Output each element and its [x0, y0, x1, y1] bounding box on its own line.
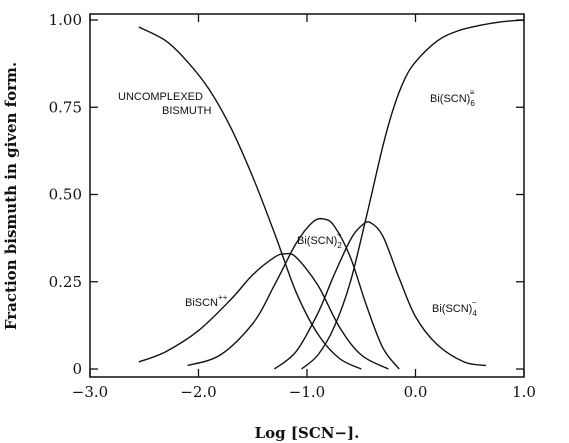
y-tick-label: 0.50: [49, 186, 82, 204]
label-biscn-sup: ++: [218, 293, 228, 302]
plot-frame: [89, 13, 525, 378]
y-tick-label: 0.75: [49, 98, 82, 116]
curve-biscn: [138, 252, 389, 370]
y-tick-label: 1.00: [49, 11, 82, 29]
x-tick-label: −1.0: [289, 383, 325, 401]
x-tick-label: −2.0: [180, 383, 216, 401]
x-axis-title: Log [SCN−].: [255, 424, 360, 442]
curve-biscn2: [187, 217, 400, 370]
x-tick-label: 0.0: [404, 383, 428, 401]
x-tick-labels: −3.0 −2.0 −1.0 0.0 1.0: [72, 383, 536, 401]
y-axis-title: Fraction bismuth in given form.: [2, 62, 20, 330]
curves: [138, 19, 525, 370]
label-biscn6: Bi(SCN)6 ≡: [430, 88, 475, 108]
curve-uncomplexed-bismuth: [138, 26, 362, 370]
label-biscn4-sub: 4: [472, 309, 477, 318]
curve-biscn4: [273, 221, 487, 370]
label-biscn6-main: Bi(SCN): [430, 93, 470, 105]
label-biscn4-sup: −: [472, 298, 477, 307]
label-biscn4: Bi(SCN)4 −: [432, 298, 477, 318]
label-uncomplexed-line2: BISMUTH: [162, 105, 212, 117]
label-biscn2-sup: +: [337, 230, 342, 239]
label-biscn6-sub: 6: [470, 99, 475, 108]
label-biscn-main: BiSCN: [185, 297, 218, 309]
y-tick-label: 0: [72, 360, 82, 378]
label-biscn6-sup: ≡: [470, 88, 475, 97]
label-biscn2-main: Bi(SCN): [297, 235, 337, 247]
label-biscn2-sub: 2: [337, 241, 342, 250]
label-biscn4-main: Bi(SCN): [432, 303, 472, 315]
y-tick-label: 0.25: [49, 273, 82, 291]
y-tick-labels: 0 0.25 0.50 0.75 1.00: [49, 11, 82, 378]
x-tick-label: −3.0: [72, 383, 108, 401]
label-biscn2: Bi(SCN)2 +: [297, 230, 342, 250]
label-biscn: BiSCN++: [185, 293, 228, 309]
label-uncomplexed-line1: UNCOMPLEXED: [118, 91, 203, 103]
curve-biscn6: [301, 19, 525, 370]
ticks: [89, 14, 525, 377]
x-tick-label: 1.0: [512, 383, 536, 401]
